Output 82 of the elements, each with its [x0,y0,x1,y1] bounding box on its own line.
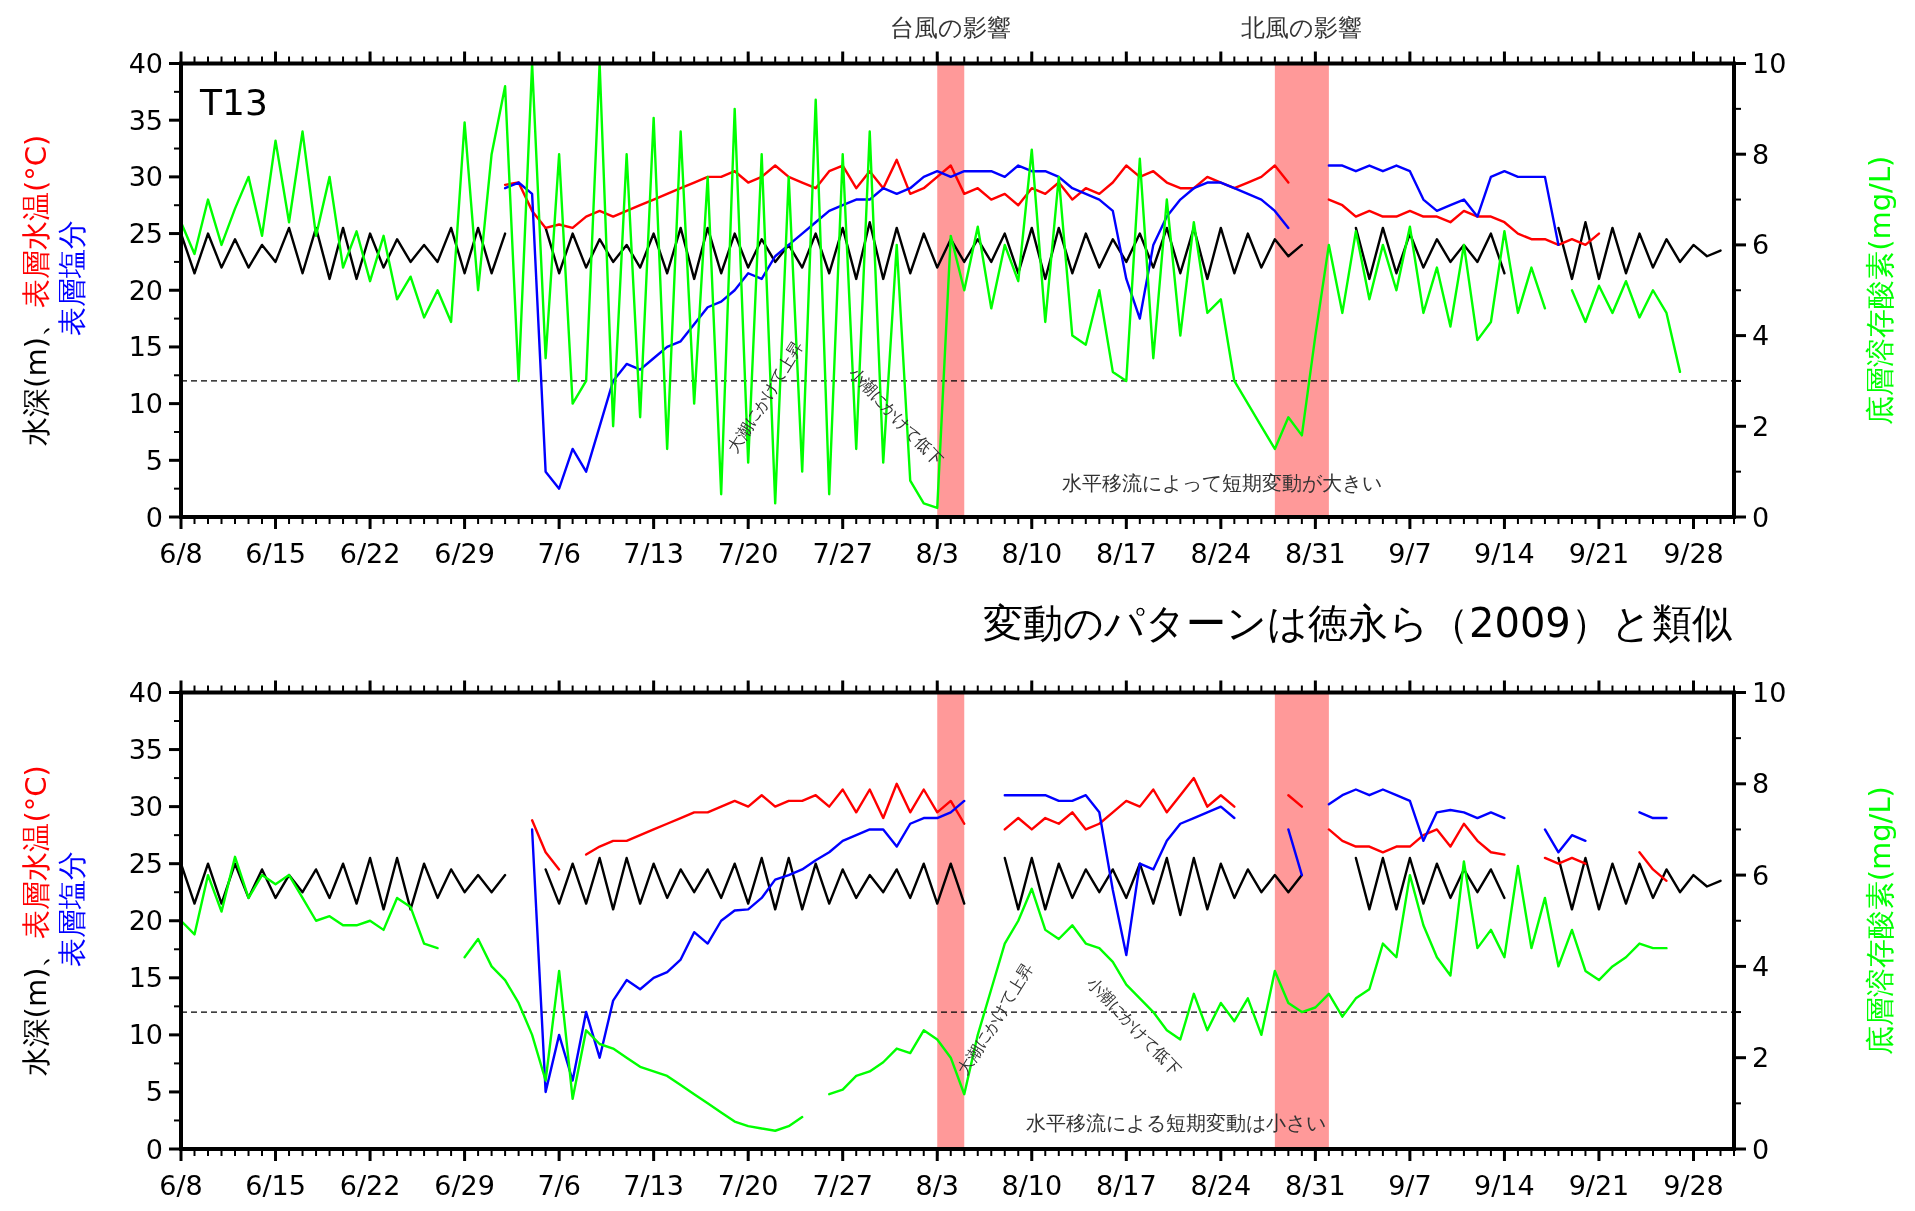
y-tick-label: 35 [128,104,163,136]
y-tick-label: 40 [128,677,163,708]
y2-tick-label: 8 [1752,768,1770,800]
y-tick-label: 0 [145,1133,163,1165]
x-tick-label: 7/27 [812,538,874,569]
x-tick-label: 7/20 [717,1170,779,1201]
x-tick-label: 7/6 [537,538,581,569]
x-tick-label: 8/17 [1095,538,1157,569]
x-tick-label: 9/28 [1663,538,1724,569]
y2-tick-label: 10 [1752,677,1787,708]
x-tick-label: 8/24 [1190,1170,1252,1201]
y-tick-label: 15 [128,962,163,994]
y-tick-label: 25 [128,218,163,250]
band-label: 北風の影響 [1241,13,1363,42]
x-tick-label: 8/24 [1190,538,1252,569]
x-tick-label: 8/31 [1285,1170,1346,1201]
x-tick-label: 6/22 [339,1170,401,1201]
text: 水深(m)、 [19,938,53,1077]
x-tick-label: 7/6 [537,1170,581,1201]
x-tick-label: 6/15 [245,538,306,569]
text: 表層水温(°C) [19,765,53,939]
text: 底層溶存酸素(mg/L) [1863,786,1897,1056]
x-tick-label: 8/31 [1285,538,1346,569]
x-tick-label: 6/29 [434,538,495,569]
y-tick-label: 15 [128,331,163,363]
y2-tick-label: 0 [1752,501,1770,533]
y2-tick-label: 8 [1752,138,1770,170]
annotation: 水平移流によって短期変動が大きい [1062,471,1382,495]
y-tick-label: 30 [128,791,163,823]
y2-tick-label: 6 [1752,859,1770,891]
y2-tick-label: 4 [1752,320,1770,352]
x-tick-label: 8/17 [1095,1170,1157,1201]
y-tick-label: 5 [145,444,163,476]
y-tick-label: 20 [128,274,163,306]
x-tick-label: 9/28 [1663,1170,1724,1201]
x-tick-label: 6/29 [434,1170,495,1201]
x-tick-label: 9/21 [1568,1170,1630,1201]
y-tick-label: 10 [128,388,163,420]
y-tick-label: 20 [128,905,163,937]
x-tick-label: 8/10 [1001,1170,1063,1201]
y-tick-label: 25 [128,848,163,880]
x-tick-label: 8/10 [1001,538,1063,569]
annotation: 水平移流による短期変動は小さい [1026,1111,1326,1135]
y-tick-label: 0 [145,501,163,533]
text: 変動のパターンは徳永ら（2009）と類似 [983,600,1733,646]
x-tick-label: 7/13 [623,538,684,569]
x-tick-label: 8/3 [915,1170,959,1201]
y-tick-label: 5 [145,1076,163,1108]
y2-tick-label: 4 [1752,950,1770,982]
x-tick-label: 7/20 [717,538,779,569]
x-tick-label: 7/27 [812,1170,874,1201]
text: 表層塩分 [55,220,89,337]
x-tick-label: 8/3 [915,538,959,569]
x-tick-label: 6/22 [339,538,401,569]
text: 表層水温(°C) [19,134,53,308]
x-tick-label: 9/7 [1388,538,1432,569]
x-tick-label: 9/7 [1388,1170,1432,1201]
x-tick-label: 6/8 [159,1170,203,1201]
text: 水深(m)、 [19,308,53,446]
x-tick-label: 9/21 [1568,538,1630,569]
y2-tick-label: 6 [1752,229,1770,261]
annotation: T13 [199,82,268,123]
x-tick-label: 7/13 [623,1170,684,1201]
band-label: 台風の影響 [890,13,1012,42]
y2-tick-label: 10 [1752,48,1787,79]
annotation: 小潮にかけて低下 [844,363,948,469]
y2-tick-label: 2 [1752,410,1770,442]
text: 底層溶存酸素(mg/L) [1863,155,1897,425]
y-tick-label: 30 [128,161,163,193]
x-tick-label: 6/8 [159,538,203,569]
y-tick-label: 35 [128,734,163,766]
y2-tick-label: 0 [1752,1133,1770,1165]
y-tick-label: 10 [128,1019,163,1051]
x-tick-label: 9/14 [1474,538,1535,569]
annotation: 大潮にかけて上昇 [953,959,1038,1079]
text: 表層塩分 [55,850,89,967]
y-tick-label: 40 [128,48,163,79]
x-tick-label: 6/15 [245,1170,306,1201]
annotation: 小潮にかけて低下 [1082,973,1186,1079]
y2-tick-label: 2 [1752,1042,1770,1074]
x-tick-label: 9/14 [1474,1170,1535,1201]
annotation: 大潮にかけて上昇 [723,337,808,457]
